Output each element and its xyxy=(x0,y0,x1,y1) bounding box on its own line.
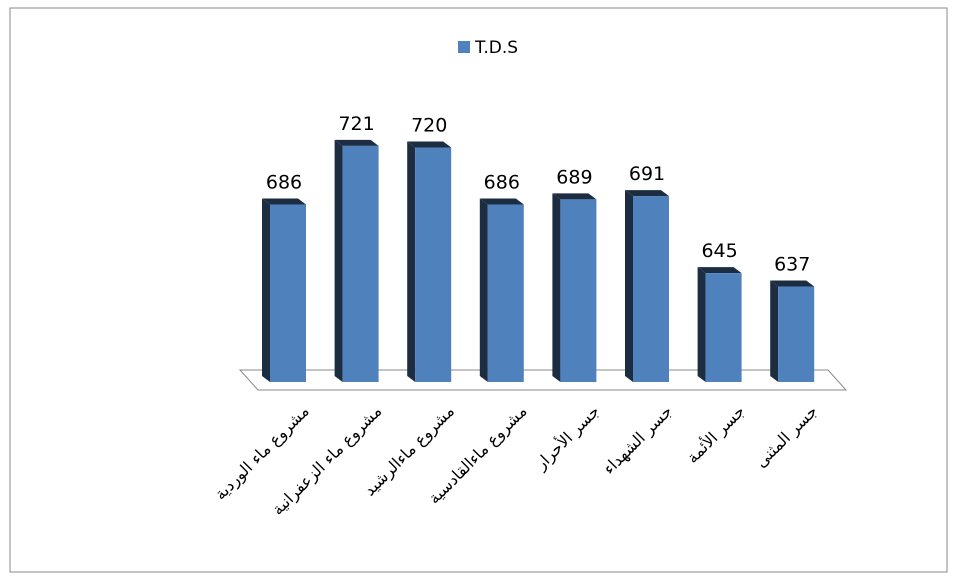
data-label: 645 xyxy=(701,240,737,262)
bar-top xyxy=(552,193,597,200)
bar-side xyxy=(552,193,561,382)
bar xyxy=(487,204,524,382)
bar-top xyxy=(697,267,742,274)
bar-side xyxy=(770,280,779,382)
bar-top xyxy=(625,190,669,197)
data-label: 721 xyxy=(338,113,374,135)
data-label: 720 xyxy=(411,115,447,137)
bar xyxy=(633,196,669,382)
data-label: 689 xyxy=(556,166,592,188)
bar-side xyxy=(334,139,343,382)
legend-swatch xyxy=(458,41,470,53)
legend-label: T.D.S xyxy=(474,38,518,58)
bar-top xyxy=(770,280,815,287)
data-label: 691 xyxy=(629,163,665,185)
data-label: 686 xyxy=(484,171,520,193)
bar-top xyxy=(407,141,452,148)
data-label: 637 xyxy=(774,254,810,276)
data-label: 686 xyxy=(266,171,302,193)
bar xyxy=(560,199,597,382)
bar-side xyxy=(262,198,270,382)
bar-top xyxy=(334,139,379,146)
bar xyxy=(415,147,452,382)
bar xyxy=(342,145,379,382)
bar-side xyxy=(697,267,706,382)
bar-top xyxy=(262,198,306,205)
bar-side xyxy=(479,198,488,382)
bar xyxy=(270,204,306,382)
bar xyxy=(705,273,742,382)
bar-side xyxy=(407,141,416,382)
bar-top xyxy=(479,198,524,205)
bar xyxy=(778,286,815,382)
bar-side xyxy=(625,190,633,382)
floor xyxy=(238,369,848,391)
